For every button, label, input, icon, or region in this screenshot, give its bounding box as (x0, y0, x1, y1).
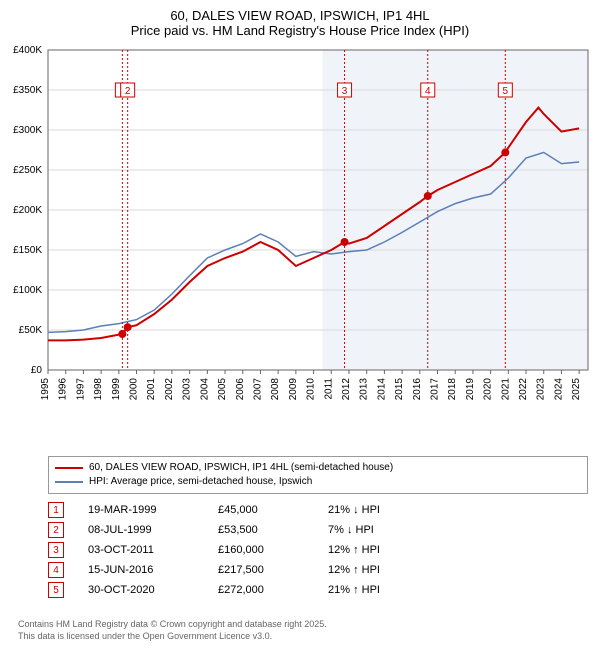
title-subtitle: Price paid vs. HM Land Registry's House … (0, 23, 600, 38)
chart-container: 60, DALES VIEW ROAD, IPSWICH, IP1 4HL Pr… (0, 0, 600, 650)
svg-text:2022: 2022 (518, 378, 529, 401)
legend-swatch (55, 467, 83, 469)
svg-text:£100K: £100K (13, 285, 42, 296)
price-chart: £0£50K£100K£150K£200K£250K£300K£350K£400… (48, 50, 588, 410)
sale-date: 08-JUL-1999 (88, 524, 218, 536)
svg-text:£350K: £350K (13, 85, 42, 96)
legend: 60, DALES VIEW ROAD, IPSWICH, IP1 4HL (s… (48, 456, 588, 494)
svg-text:£400K: £400K (13, 45, 42, 56)
svg-text:2020: 2020 (483, 378, 494, 401)
sale-marker-box: 3 (48, 542, 64, 558)
sale-row: 4 15-JUN-2016£217,50012% ↑ HPI (48, 560, 418, 580)
sale-date: 19-MAR-1999 (88, 504, 218, 516)
sale-marker-box: 4 (48, 562, 64, 578)
svg-text:2003: 2003 (182, 378, 193, 401)
svg-text:£50K: £50K (19, 325, 43, 336)
svg-text:2012: 2012 (341, 378, 352, 401)
svg-text:£200K: £200K (13, 205, 42, 216)
footer-attribution: Contains HM Land Registry data © Crown c… (18, 618, 327, 642)
svg-text:2025: 2025 (571, 378, 582, 401)
sale-date: 03-OCT-2011 (88, 544, 218, 556)
sale-row: 2 08-JUL-1999£53,5007% ↓ HPI (48, 520, 418, 540)
legend-item: HPI: Average price, semi-detached house,… (55, 475, 581, 489)
svg-text:2013: 2013 (359, 378, 370, 401)
sale-row: 1 19-MAR-1999£45,00021% ↓ HPI (48, 500, 418, 520)
sale-price: £217,500 (218, 564, 328, 576)
svg-text:2016: 2016 (412, 378, 423, 401)
svg-text:5: 5 (503, 86, 509, 97)
legend-item: 60, DALES VIEW ROAD, IPSWICH, IP1 4HL (s… (55, 461, 581, 475)
title-address: 60, DALES VIEW ROAD, IPSWICH, IP1 4HL (0, 8, 600, 23)
svg-text:1995: 1995 (40, 378, 51, 401)
svg-text:1997: 1997 (75, 378, 86, 401)
svg-text:1998: 1998 (93, 378, 104, 401)
sale-date: 15-JUN-2016 (88, 564, 218, 576)
svg-text:£300K: £300K (13, 125, 42, 136)
svg-text:2001: 2001 (146, 378, 157, 401)
sales-table: 1 19-MAR-1999£45,00021% ↓ HPI 2 08-JUL-1999… (48, 500, 418, 600)
svg-text:£0: £0 (31, 365, 43, 376)
sale-row: 5 30-OCT-2020£272,00021% ↑ HPI (48, 580, 418, 600)
svg-text:2004: 2004 (199, 378, 210, 401)
svg-text:2008: 2008 (270, 378, 281, 401)
svg-text:2005: 2005 (217, 378, 228, 401)
legend-label: HPI: Average price, semi-detached house,… (89, 475, 312, 489)
title-block: 60, DALES VIEW ROAD, IPSWICH, IP1 4HL Pr… (0, 0, 600, 38)
svg-text:£150K: £150K (13, 245, 42, 256)
svg-text:2024: 2024 (553, 378, 564, 401)
sale-date: 30-OCT-2020 (88, 584, 218, 596)
sale-marker-box: 2 (48, 522, 64, 538)
svg-text:2015: 2015 (394, 378, 405, 401)
svg-text:2014: 2014 (376, 378, 387, 401)
footer-line1: Contains HM Land Registry data © Crown c… (18, 618, 327, 630)
svg-text:2011: 2011 (323, 378, 334, 400)
sale-price: £45,000 (218, 504, 328, 516)
sale-marker-box: 5 (48, 582, 64, 598)
svg-text:4: 4 (425, 86, 431, 97)
svg-text:1999: 1999 (111, 378, 122, 401)
sale-price: £272,000 (218, 584, 328, 596)
sale-price: £53,500 (218, 524, 328, 536)
footer-line2: This data is licensed under the Open Gov… (18, 630, 327, 642)
sale-diff: 21% ↑ HPI (328, 584, 418, 596)
sale-diff: 12% ↑ HPI (328, 544, 418, 556)
svg-text:2: 2 (125, 86, 131, 97)
sale-row: 3 03-OCT-2011£160,00012% ↑ HPI (48, 540, 418, 560)
svg-text:1996: 1996 (58, 378, 69, 401)
svg-text:£250K: £250K (13, 165, 42, 176)
svg-text:2000: 2000 (129, 378, 140, 401)
sale-marker-box: 1 (48, 502, 64, 518)
svg-text:2007: 2007 (252, 378, 263, 401)
svg-text:2010: 2010 (306, 378, 317, 401)
svg-text:3: 3 (342, 86, 348, 97)
sale-price: £160,000 (218, 544, 328, 556)
svg-text:2002: 2002 (164, 378, 175, 401)
svg-text:2017: 2017 (430, 378, 441, 401)
sale-diff: 12% ↑ HPI (328, 564, 418, 576)
svg-text:2023: 2023 (536, 378, 547, 401)
svg-text:2018: 2018 (447, 378, 458, 401)
svg-text:2019: 2019 (465, 378, 476, 401)
svg-text:2006: 2006 (235, 378, 246, 401)
svg-text:2021: 2021 (500, 378, 511, 401)
sale-diff: 21% ↓ HPI (328, 504, 418, 516)
svg-text:2009: 2009 (288, 378, 299, 401)
legend-swatch (55, 481, 83, 483)
legend-label: 60, DALES VIEW ROAD, IPSWICH, IP1 4HL (s… (89, 461, 393, 475)
sale-diff: 7% ↓ HPI (328, 524, 418, 536)
